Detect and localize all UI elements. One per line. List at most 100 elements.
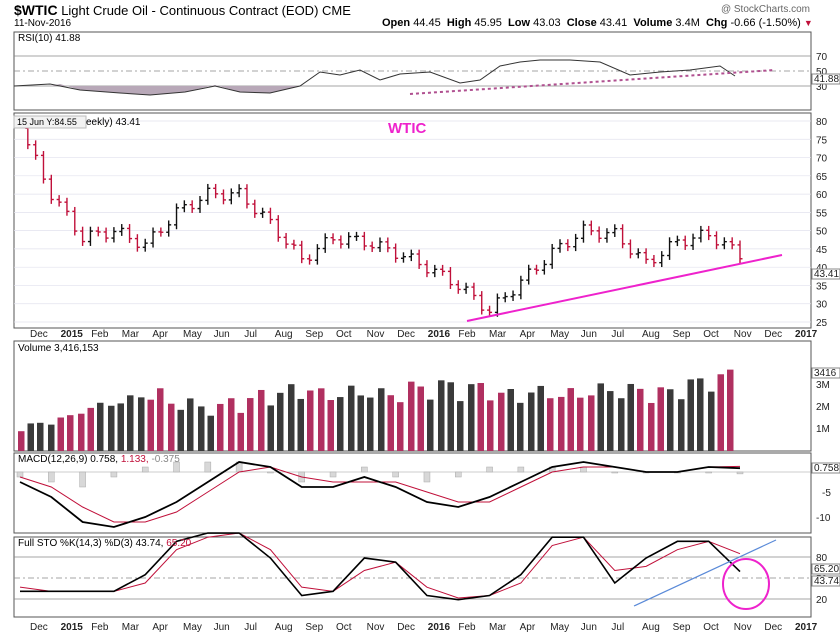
exchange: CME	[322, 3, 351, 18]
volume-bar	[97, 402, 104, 451]
sto-tick-20: 20	[816, 595, 828, 606]
macd-panel: MACD(12,26,9) 0.758, 1.133, -0.375 0.758…	[13, 452, 840, 534]
price-tooltip: 15 Jun Y:84.55	[17, 117, 77, 127]
macd-hist-bar	[392, 471, 399, 478]
x-tick-label: May	[550, 329, 569, 340]
price-tick: 60	[816, 190, 828, 201]
price-trendline	[466, 254, 783, 322]
sto-panel: Full STO %K(14,3) %D(3) 43.74, 65.20 80 …	[13, 532, 840, 618]
x-tick-label: Feb	[91, 622, 109, 633]
volume-bar	[477, 383, 484, 451]
x-tick-label: Jun	[214, 622, 230, 633]
x-tick-label: Apr	[152, 329, 168, 340]
volume-last-tag	[811, 367, 840, 379]
x-tick-label: Feb	[458, 622, 476, 633]
macd-tick-5: -5	[822, 488, 831, 499]
sto-label: Full STO %K(14,3) %D(3) 43.74, 65.20	[18, 538, 192, 549]
sto-d-line	[19, 532, 741, 599]
macd-hist-bar	[361, 466, 368, 473]
volume-bar	[157, 388, 164, 451]
price-tick: 80	[816, 117, 828, 128]
x-tick-label: Aug	[642, 622, 660, 633]
volume-bar	[507, 389, 514, 451]
rsi-trendline	[409, 69, 776, 95]
price-gridlines	[14, 120, 811, 323]
volume-tick-3m: 3M	[816, 380, 830, 391]
volume-bar	[207, 415, 214, 451]
volume-bar	[327, 400, 334, 451]
open-value: 44.45	[413, 17, 441, 29]
chart-title: $WTIC Light Crude Oil - Continuous Contr…	[14, 2, 351, 18]
volume-bar	[37, 422, 44, 451]
macd-hist-bar	[455, 471, 462, 478]
volume-bar	[618, 398, 625, 451]
macd-hist-bar	[486, 466, 493, 473]
x-axis-bottom: Dec 2015 Feb Mar Apr May Jun Jul Aug Sep Oct Nov Dec…	[30, 622, 818, 633]
x-tick-label: Mar	[489, 329, 507, 340]
volume-bar	[337, 397, 344, 451]
rsi-line	[13, 59, 736, 96]
sto-frame	[13, 536, 812, 618]
x-tick-label: Nov	[367, 329, 385, 340]
x-tick-label: Apr	[152, 622, 168, 633]
chart-header: $WTIC Light Crude Oil - Continuous Contr…	[0, 0, 840, 32]
x-tick-label: Dec	[30, 329, 48, 340]
x-tick-label: 2017	[795, 622, 818, 633]
volume-bar	[597, 383, 604, 451]
x-tick-label: May	[183, 329, 202, 340]
ohlc-readout: Open 44.45 High 45.95 Low 43.03 Close 43…	[382, 17, 813, 29]
x-tick-label: Dec	[764, 622, 782, 633]
volume-bar	[528, 392, 535, 451]
volume-bar	[198, 406, 205, 451]
volume-bar	[87, 407, 94, 451]
volume-bar	[27, 423, 34, 451]
volume-bar	[457, 401, 464, 451]
volume-bar	[717, 374, 724, 451]
price-tick: 45	[816, 245, 828, 256]
volume-bar	[237, 412, 244, 451]
volume-bar	[168, 403, 175, 451]
volume-bar	[687, 379, 694, 451]
x-tick-label: Dec	[397, 329, 415, 340]
volume-bar	[217, 403, 224, 451]
volume-bar	[727, 369, 734, 451]
x-tick-label: Nov	[367, 622, 385, 633]
rsi-tick-30: 30	[816, 82, 828, 93]
volume-bar	[607, 391, 614, 451]
x-tick-label: Dec	[30, 622, 48, 633]
price-tooltip-box	[13, 115, 87, 129]
x-tick-label: May	[550, 622, 569, 633]
x-tick-label: Apr	[520, 329, 536, 340]
volume-bar	[357, 395, 364, 451]
macd-label: MACD(12,26,9) 0.758, 1.133, -0.375	[18, 454, 180, 465]
volume-bar	[648, 402, 655, 451]
volume-bar	[228, 398, 235, 451]
volume-bar	[627, 383, 634, 451]
x-tick-label: Apr	[520, 622, 536, 633]
volume-bar	[258, 389, 265, 451]
x-tick-label: Feb	[458, 329, 476, 340]
volume-tick-2m: 2M	[816, 402, 830, 413]
price-label: eekly) 43.41	[86, 117, 141, 128]
rsi-panel: RSI(10) 41.88 70 50 30 41.88	[13, 31, 840, 111]
price-tick: 35	[816, 281, 828, 292]
rsi-oversold-fill	[14, 84, 300, 95]
volume-bar	[187, 398, 194, 451]
volume-bar	[378, 388, 385, 451]
volume-bar	[288, 384, 295, 451]
volume-bar	[177, 409, 184, 451]
low-value: 43.03	[533, 17, 561, 29]
volume-bar	[318, 388, 325, 451]
x-tick-label: Mar	[122, 329, 140, 340]
x-tick-label: Aug	[642, 329, 660, 340]
volume-value: 3.4M	[675, 17, 700, 29]
price-last-value: 43.41	[814, 269, 839, 280]
volume-bar	[397, 402, 404, 451]
x-tick-label: Oct	[703, 622, 719, 633]
x-tick-label: May	[183, 622, 202, 633]
volume-bar	[387, 395, 394, 451]
high-value: 45.95	[474, 17, 502, 29]
close-value: 43.41	[599, 17, 628, 29]
change-value: -0.66 (-1.50%)	[730, 17, 801, 29]
